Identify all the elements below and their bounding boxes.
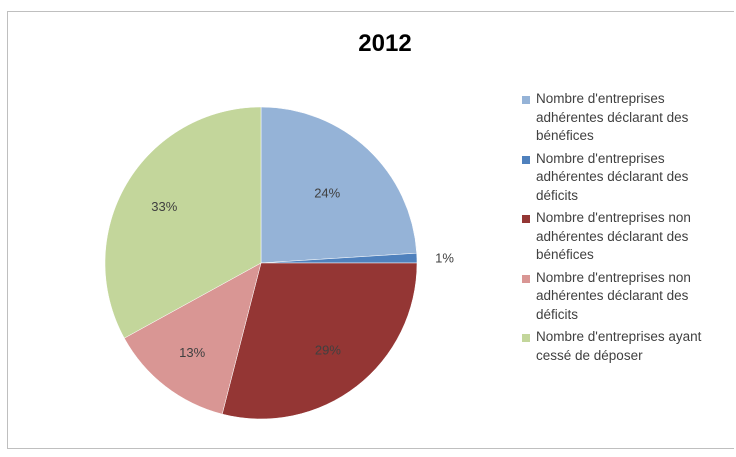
legend-label: Nombre d'entreprises non adhérentes décl… bbox=[536, 270, 691, 322]
data-label-non-adherentes-benefices: 29% bbox=[315, 342, 341, 357]
legend-item-adherentes-benefices: Nombre d'entreprises adhérentes déclaran… bbox=[520, 90, 730, 146]
legend-swatch bbox=[522, 156, 530, 164]
legend-label: Nombre d'entreprises adhérentes déclaran… bbox=[536, 91, 688, 143]
legend-label: Nombre d'entreprises non adhérentes décl… bbox=[536, 210, 691, 262]
data-label-cesse-deposer: 33% bbox=[151, 199, 177, 214]
data-label-non-adherentes-deficits: 13% bbox=[179, 345, 205, 360]
legend-item-cesse-deposer: Nombre d'entreprises ayant cessé de dépo… bbox=[520, 328, 730, 365]
legend-item-adherentes-deficits: Nombre d'entreprises adhérentes déclaran… bbox=[520, 150, 730, 206]
legend-item-non-adherentes-benefices: Nombre d'entreprises non adhérentes décl… bbox=[520, 209, 730, 265]
legend-swatch bbox=[522, 275, 530, 283]
legend-label: Nombre d'entreprises ayant cessé de dépo… bbox=[536, 329, 701, 363]
chart-title: 2012 bbox=[310, 30, 460, 58]
legend-item-non-adherentes-deficits: Nombre d'entreprises non adhérentes décl… bbox=[520, 269, 730, 325]
legend: Nombre d'entreprises adhérentes déclaran… bbox=[520, 90, 730, 369]
data-label-adherentes-deficits: 1% bbox=[435, 251, 454, 266]
legend-swatch bbox=[522, 334, 530, 342]
legend-label: Nombre d'entreprises adhérentes déclaran… bbox=[536, 151, 688, 203]
data-label-adherentes-benefices: 24% bbox=[314, 185, 340, 200]
legend-swatch bbox=[522, 215, 530, 223]
legend-swatch bbox=[522, 96, 530, 104]
